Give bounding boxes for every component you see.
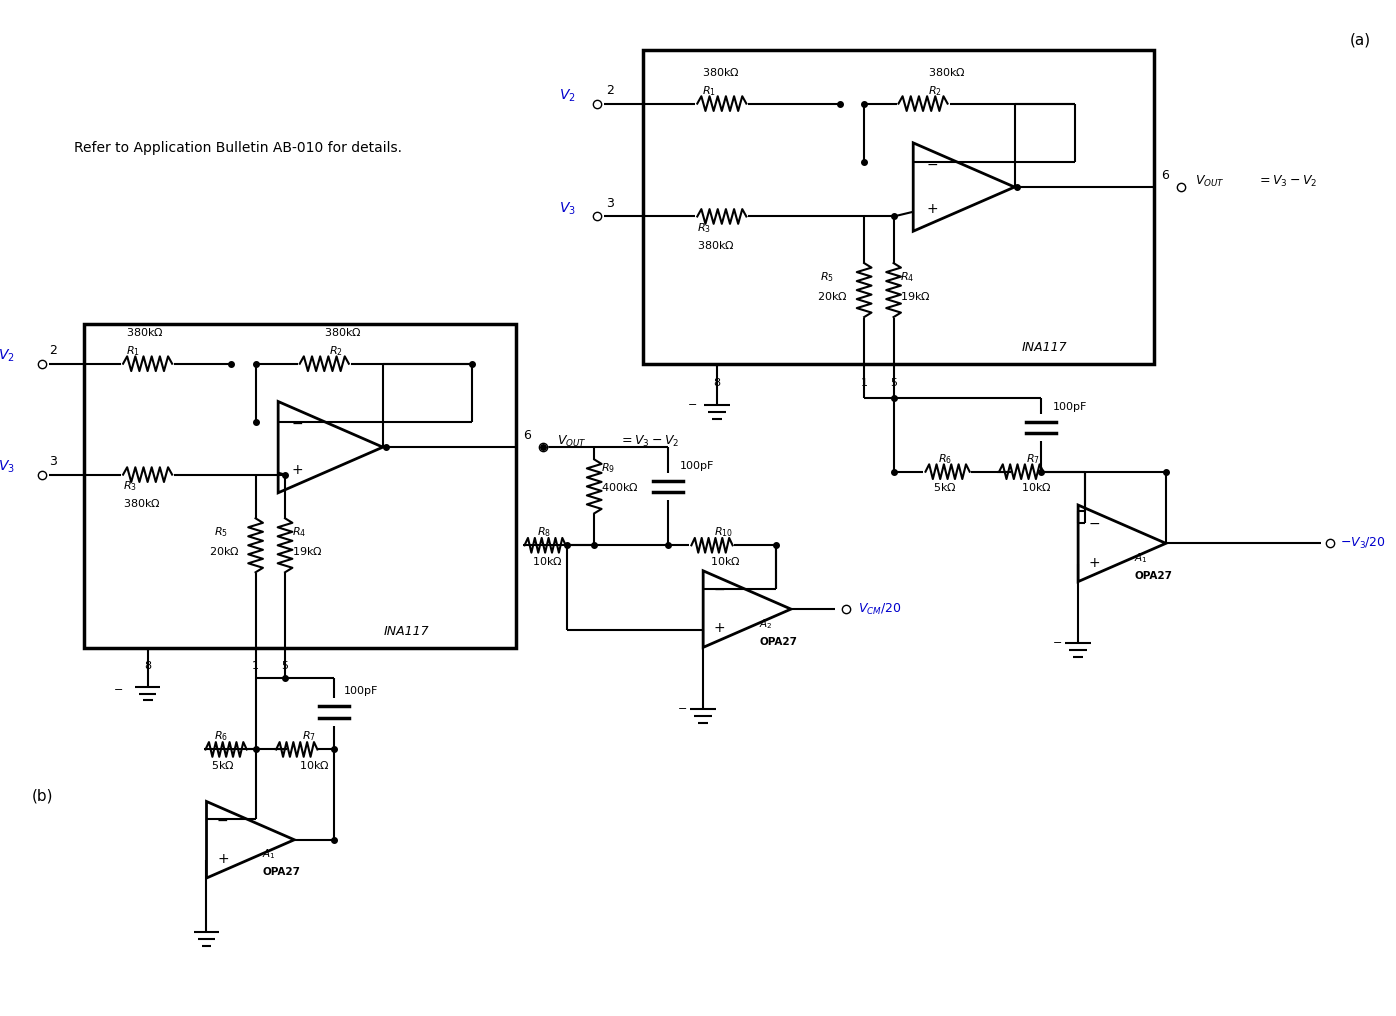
Text: $R_6$: $R_6$ — [215, 729, 229, 744]
Text: 5k$\Omega$: 5k$\Omega$ — [211, 759, 235, 771]
Text: −: − — [677, 704, 687, 714]
Text: 1: 1 — [253, 661, 260, 672]
Text: $R_3$: $R_3$ — [697, 221, 711, 235]
Text: −: − — [292, 417, 303, 431]
Text: $V_2$: $V_2$ — [560, 87, 577, 104]
Text: 5: 5 — [891, 378, 898, 388]
Text: 380k$\Omega$: 380k$\Omega$ — [123, 497, 161, 509]
Text: 1: 1 — [861, 378, 868, 388]
Text: 3: 3 — [606, 197, 614, 209]
Text: OPA27: OPA27 — [1134, 571, 1173, 581]
Text: $= V_3 - V_2$: $= V_3 - V_2$ — [618, 434, 678, 449]
Text: $R_9$: $R_9$ — [602, 461, 616, 475]
Text: 6: 6 — [524, 429, 532, 442]
Text: $V_3$: $V_3$ — [0, 458, 15, 474]
Text: $R_2$: $R_2$ — [928, 83, 942, 98]
Text: 400k$\Omega$: 400k$\Omega$ — [602, 482, 639, 494]
Text: +: + — [216, 852, 229, 867]
Text: $A_1$: $A_1$ — [1134, 552, 1148, 565]
Text: 10k$\Omega$: 10k$\Omega$ — [299, 759, 329, 771]
Text: 100pF: 100pF — [1053, 402, 1087, 411]
Text: $V_{OUT}$: $V_{OUT}$ — [557, 434, 586, 449]
Text: −: − — [113, 685, 123, 695]
Text: 8: 8 — [713, 378, 720, 388]
Text: (a): (a) — [1350, 33, 1371, 48]
Text: 380k$\Omega$: 380k$\Omega$ — [928, 66, 966, 78]
Text: 19k$\Omega$: 19k$\Omega$ — [292, 546, 322, 557]
Text: 380k$\Omega$: 380k$\Omega$ — [702, 66, 740, 78]
Text: −: − — [216, 814, 229, 827]
Text: INA117: INA117 — [1022, 340, 1067, 354]
Text: −: − — [1089, 517, 1100, 531]
Text: $R_6$: $R_6$ — [938, 452, 952, 465]
Text: 20k$\Omega$: 20k$\Omega$ — [817, 290, 847, 302]
Text: $A_2$: $A_2$ — [759, 617, 772, 631]
Text: 6: 6 — [1161, 169, 1170, 182]
Text: $V_2$: $V_2$ — [0, 347, 15, 364]
Text: $= V_3 - V_2$: $= V_3 - V_2$ — [1256, 174, 1316, 189]
Text: 2: 2 — [606, 83, 614, 97]
Text: $V_{CM}/20$: $V_{CM}/20$ — [859, 601, 902, 617]
Text: +: + — [927, 202, 938, 216]
Text: −: − — [688, 400, 697, 409]
Text: $R_7$: $R_7$ — [302, 729, 315, 744]
Text: 5k$\Omega$: 5k$\Omega$ — [933, 482, 956, 494]
Text: $R_4$: $R_4$ — [292, 525, 306, 539]
Text: $R_7$: $R_7$ — [1026, 452, 1040, 465]
Text: $A_1$: $A_1$ — [262, 847, 276, 862]
Text: $R_{10}$: $R_{10}$ — [713, 525, 733, 539]
Text: $R_5$: $R_5$ — [215, 525, 229, 539]
Text: 2: 2 — [49, 343, 57, 357]
Text: +: + — [1089, 556, 1100, 570]
Text: −: − — [1053, 638, 1062, 648]
Text: 100pF: 100pF — [680, 460, 713, 470]
Text: 10k$\Omega$: 10k$\Omega$ — [1022, 482, 1051, 494]
Text: $R_1$: $R_1$ — [126, 343, 140, 358]
Text: $R_2$: $R_2$ — [329, 343, 343, 358]
Text: −: − — [927, 157, 938, 172]
Text: (b): (b) — [32, 788, 53, 803]
Text: 10k$\Omega$: 10k$\Omega$ — [532, 555, 563, 567]
Text: 380k$\Omega$: 380k$\Omega$ — [697, 239, 734, 251]
Text: 10k$\Omega$: 10k$\Omega$ — [711, 555, 741, 567]
Text: $R_5$: $R_5$ — [819, 270, 833, 284]
Text: OPA27: OPA27 — [262, 868, 300, 877]
Text: +: + — [713, 622, 726, 635]
Text: $R_1$: $R_1$ — [702, 83, 716, 98]
Text: −: − — [713, 583, 726, 596]
Text: $V_{OUT}$: $V_{OUT}$ — [1195, 174, 1224, 189]
Text: 380k$\Omega$: 380k$\Omega$ — [324, 326, 362, 338]
Text: $R_8$: $R_8$ — [537, 525, 551, 539]
Text: 19k$\Omega$: 19k$\Omega$ — [900, 290, 931, 302]
Text: OPA27: OPA27 — [759, 637, 797, 646]
Text: 100pF: 100pF — [343, 687, 378, 697]
Text: $-V_3/20$: $-V_3/20$ — [1340, 535, 1386, 551]
Text: 5: 5 — [282, 661, 289, 672]
Text: 20k$\Omega$: 20k$\Omega$ — [209, 546, 240, 557]
Text: INA117: INA117 — [383, 625, 429, 638]
Text: 8: 8 — [144, 661, 151, 672]
Text: $V_3$: $V_3$ — [560, 200, 577, 216]
Text: $R_3$: $R_3$ — [123, 480, 137, 493]
Text: 380k$\Omega$: 380k$\Omega$ — [126, 326, 163, 338]
Text: $R_4$: $R_4$ — [900, 270, 914, 284]
Text: 3: 3 — [49, 455, 57, 467]
Text: Refer to Application Bulletin AB-010 for details.: Refer to Application Bulletin AB-010 for… — [74, 141, 402, 154]
Text: +: + — [292, 463, 303, 478]
